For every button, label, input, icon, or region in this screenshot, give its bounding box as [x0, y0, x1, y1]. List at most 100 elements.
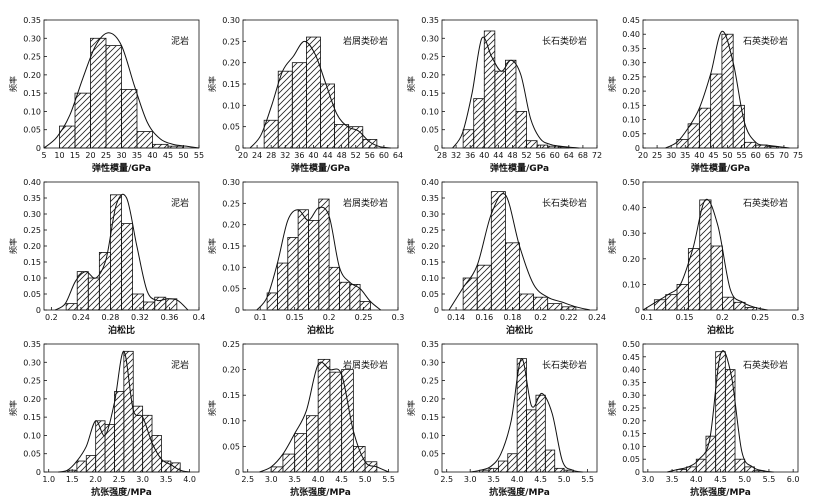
y-tick-label: 0 [36, 306, 41, 315]
y-tick-label: 0.10 [622, 442, 640, 451]
y-tick-label: 0.30 [421, 34, 439, 43]
x-tick-label: 45 [708, 151, 718, 160]
x-tick-label: 1.5 [66, 475, 79, 484]
chart-panel: 2.5 3.0 3.5 4.0 4.5 5.0 5.5 0 0.05 0.10 0.15 0.20 0.… [406, 340, 598, 496]
x-axis-label: 弹性模量/GPa [691, 162, 750, 174]
y-tick-label: 0.20 [421, 242, 439, 251]
x-tick-label: 0.25 [751, 313, 769, 322]
histogram-bar [359, 301, 371, 311]
x-tick-label: 5.0 [558, 475, 571, 484]
y-tick-label: 0 [635, 468, 640, 477]
histogram-bar [76, 271, 89, 311]
fit-curve [667, 350, 774, 473]
x-tick-label: 0.28 [102, 313, 120, 322]
y-tick-label: 0.10 [421, 107, 439, 116]
x-tick-label: 3.5 [288, 475, 301, 484]
panel-title: 石英类砂岩 [743, 359, 788, 371]
histogram-bar [329, 371, 343, 473]
histogram-bar [721, 296, 735, 311]
y-tick-label: 0.10 [622, 116, 640, 125]
x-tick-label: 4.5 [534, 475, 547, 484]
panel-title: 泥岩 [171, 359, 189, 371]
x-tick-label: 4.0 [511, 475, 524, 484]
y-tick-label: 0.20 [222, 59, 240, 68]
y-tick-label: 0.40 [421, 178, 439, 187]
y-tick-label: 0.20 [622, 417, 640, 426]
histogram-bar [339, 281, 351, 311]
y-axis-label: 频率 [8, 76, 18, 92]
histogram-bar [136, 131, 153, 149]
x-tick-label: 56 [365, 151, 375, 160]
x-tick-label: 0.2 [45, 313, 58, 322]
x-tick-label: 3.5 [666, 475, 679, 484]
y-axis-label: 频率 [406, 238, 416, 254]
y-tick-label: 0.05 [222, 285, 240, 294]
y-axis-label: 频率 [207, 400, 217, 416]
histogram-bar [152, 143, 169, 149]
histogram-bar [699, 199, 712, 311]
x-tick-label: 40 [479, 151, 489, 160]
y-tick-label: 0.20 [622, 87, 640, 96]
x-tick-label: 3.5 [487, 475, 500, 484]
x-tick-label: 0.3 [392, 313, 405, 322]
histogram-bar [710, 73, 723, 149]
x-tick-label: 28 [437, 151, 447, 160]
y-axis-label: 频率 [607, 400, 617, 416]
panel-title: 岩屑类砂岩 [343, 197, 388, 209]
y-tick-label: 0.25 [421, 377, 439, 386]
panel-title: 岩屑类砂岩 [343, 35, 388, 47]
panel-title: 岩屑类砂岩 [343, 359, 388, 371]
histogram-bar [732, 104, 745, 149]
histogram-bar [277, 262, 289, 311]
histogram-bar [515, 111, 527, 149]
histogram-bar [110, 194, 122, 311]
fit-curve [665, 30, 790, 149]
y-axis-label: 频率 [207, 238, 217, 254]
x-tick-label: 75 [793, 151, 803, 160]
y-tick-label: 0.25 [23, 377, 41, 386]
histogram-bar [476, 264, 492, 311]
histogram-bar [143, 301, 156, 311]
histogram-bar [104, 424, 115, 473]
y-tick-label: 0.35 [23, 194, 41, 203]
x-tick-label: 60 [751, 151, 761, 160]
histogram-bar [320, 83, 335, 149]
x-tick-label: 25 [101, 151, 111, 160]
histogram-bar [142, 414, 153, 473]
y-tick-label: 0 [434, 468, 439, 477]
histogram-bar [328, 266, 340, 311]
y-tick-label: 0.10 [421, 274, 439, 283]
y-tick-label: 0.20 [222, 221, 240, 230]
x-tick-label: 50 [178, 151, 188, 160]
x-tick-label: 1.0 [42, 475, 55, 484]
histogram-bar [462, 129, 475, 149]
histogram-bar [90, 37, 107, 149]
y-tick-label: 0 [635, 144, 640, 153]
plot-frame [441, 19, 598, 149]
histogram-bar [526, 140, 538, 149]
y-axis-label: 频率 [607, 76, 617, 92]
chart-panel: 0.2 0.24 0.28 0.32 0.36 0.400.050.100.150.200… [8, 178, 205, 336]
x-tick-label: 64 [393, 151, 403, 160]
y-tick-label: 0.15 [421, 258, 439, 267]
histogram-bar [473, 98, 485, 149]
y-tick-label: 0.45 [622, 353, 640, 362]
histogram-bar [287, 237, 299, 311]
histogram-bar [494, 70, 506, 149]
x-axis-label: 抗张强度/MPa [690, 486, 751, 496]
y-tick-label: 0.30 [622, 391, 640, 400]
y-tick-label: 0.25 [222, 340, 240, 349]
y-tick-label: 0.25 [421, 53, 439, 62]
y-axis-label: 频率 [406, 400, 416, 416]
y-tick-label: 0.05 [421, 450, 439, 459]
x-tick-label: 0.24 [72, 313, 90, 322]
x-axis-label: 泊松比 [506, 324, 533, 336]
histogram-bar [721, 33, 734, 149]
y-tick-label: 0.35 [622, 44, 640, 53]
y-tick-label: 0.45 [622, 16, 640, 25]
histogram-bar [547, 303, 563, 311]
histogram-bar [755, 144, 768, 149]
histogram-bar [76, 460, 87, 473]
y-tick-label: 0.30 [23, 34, 41, 43]
y-tick-label: 0 [235, 468, 240, 477]
